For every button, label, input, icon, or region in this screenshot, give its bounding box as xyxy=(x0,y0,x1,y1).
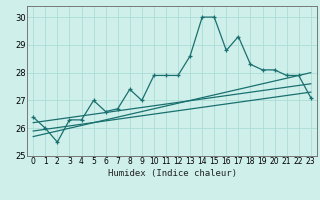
X-axis label: Humidex (Indice chaleur): Humidex (Indice chaleur) xyxy=(108,169,236,178)
